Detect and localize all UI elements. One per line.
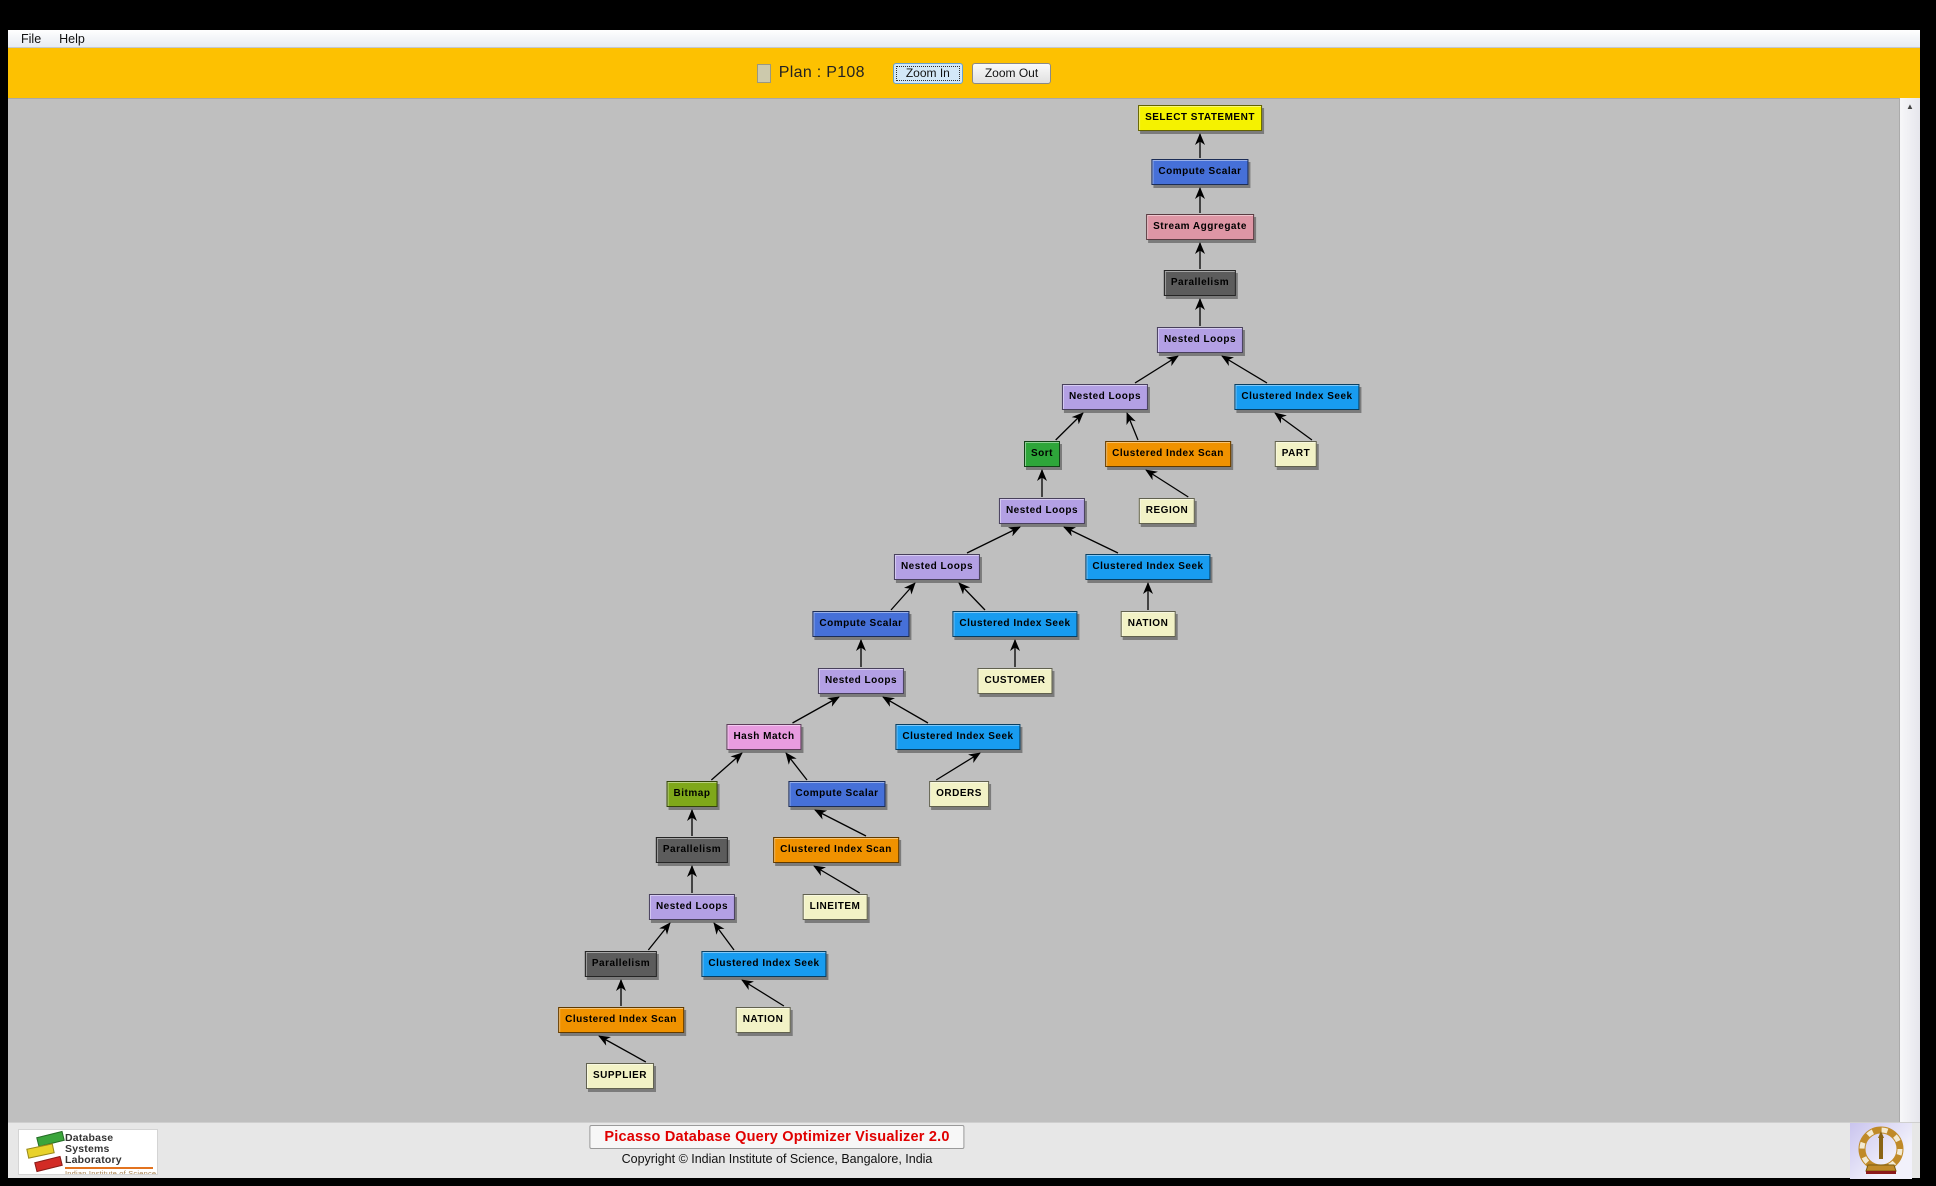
plan-node-customer[interactable]: CUSTOMER (977, 668, 1053, 694)
app-title-box: Picasso Database Query Optimizer Visuali… (589, 1125, 965, 1149)
plan-node-clustered-index-seek[interactable]: Clustered Index Seek (1085, 554, 1211, 580)
plan-node-orders[interactable]: ORDERS (929, 781, 989, 807)
plan-node-clustered-index-seek[interactable]: Clustered Index Seek (895, 724, 1021, 750)
menu-bar: File Help (8, 30, 1920, 48)
menu-item-file[interactable]: File (21, 31, 42, 46)
plan-node-clustered-index-seek[interactable]: Clustered Index Seek (1234, 384, 1360, 410)
plan-node-nested-loops[interactable]: Nested Loops (1156, 327, 1244, 353)
vertical-scrollbar[interactable]: ▲ ▼ (1899, 98, 1920, 1136)
plan-node-clustered-index-seek[interactable]: Clustered Index Seek (952, 611, 1078, 637)
header-bar: Plan : P108 Zoom In Zoom Out (8, 48, 1920, 98)
plan-node-nested-loops[interactable]: Nested Loops (893, 554, 981, 580)
plan-node-parallelism[interactable]: Parallelism (655, 837, 729, 863)
plan-node-compute-scalar[interactable]: Compute Scalar (812, 611, 910, 637)
plan-node-nested-loops[interactable]: Nested Loops (648, 894, 736, 920)
app-title: Picasso Database Query Optimizer Visuali… (604, 1129, 950, 1145)
dsl-logo-line3: Laboratory (65, 1154, 122, 1166)
footer-bar: Database Systems Laboratory Indian Insti… (8, 1122, 1920, 1179)
plan-node-clustered-index-scan[interactable]: Clustered Index Scan (558, 1007, 684, 1033)
plan-node-nested-loops[interactable]: Nested Loops (998, 498, 1086, 524)
plan-node-hash-match[interactable]: Hash Match (726, 724, 802, 750)
plan-node-nation[interactable]: NATION (1120, 611, 1176, 637)
plan-node-nested-loops[interactable]: Nested Loops (1061, 384, 1149, 410)
plan-node-part[interactable]: PART (1274, 441, 1318, 467)
plan-node-supplier[interactable]: SUPPLIER (585, 1063, 655, 1089)
logo-brick-red-icon (34, 1155, 63, 1173)
plan-node-stream-aggregate[interactable]: Stream Aggregate (1146, 214, 1254, 240)
dsl-logo: Database Systems Laboratory Indian Insti… (18, 1129, 158, 1175)
dsl-logo-line1: Database (65, 1132, 114, 1144)
scroll-up-icon[interactable]: ▲ (1906, 102, 1914, 111)
logo-brick-yellow-icon (26, 1143, 55, 1159)
plan-label: Plan : P108 (778, 64, 865, 81)
plan-node-compute-scalar[interactable]: Compute Scalar (788, 781, 886, 807)
plan-node-clustered-index-scan[interactable]: Clustered Index Scan (773, 837, 899, 863)
plan-node-nested-loops[interactable]: Nested Loops (817, 668, 905, 694)
app-window: File Help Plan : P108 Zoom In Zoom Out S… (8, 30, 1920, 1179)
plan-node-clustered-index-seek[interactable]: Clustered Index Seek (701, 951, 827, 977)
plan-node-sort[interactable]: Sort (1024, 441, 1060, 467)
copyright-text: Copyright © Indian Institute of Science,… (621, 1152, 933, 1166)
plan-node-region[interactable]: REGION (1138, 498, 1196, 524)
iisc-emblem-icon (1850, 1123, 1912, 1179)
plan-node-parallelism[interactable]: Parallelism (584, 951, 658, 977)
plan-node-lineitem[interactable]: LINEITEM (802, 894, 868, 920)
plan-node-select-statement[interactable]: SELECT STATEMENT (1138, 105, 1262, 131)
menu-item-help[interactable]: Help (59, 31, 85, 46)
plan-node-bitmap[interactable]: Bitmap (666, 781, 718, 807)
zoom-out-button[interactable]: Zoom Out (971, 62, 1052, 84)
dsl-logo-line2: Systems (65, 1143, 110, 1155)
dsl-logo-divider (65, 1167, 153, 1169)
plan-header-group: Plan : P108 Zoom In Zoom Out (756, 62, 1052, 84)
plan-node-parallelism[interactable]: Parallelism (1163, 270, 1237, 296)
plan-node-clustered-index-scan[interactable]: Clustered Index Scan (1105, 441, 1231, 467)
plan-node-nation[interactable]: NATION (735, 1007, 791, 1033)
dsl-logo-subtitle: Indian Institute of Science (65, 1169, 157, 1175)
zoom-in-button[interactable]: Zoom In (892, 62, 963, 84)
plan-tree-canvas: SELECT STATEMENT Compute Scalar Stream Agg… (8, 98, 1899, 1136)
plan-color-swatch (756, 63, 771, 83)
plan-node-compute-scalar[interactable]: Compute Scalar (1151, 159, 1249, 185)
